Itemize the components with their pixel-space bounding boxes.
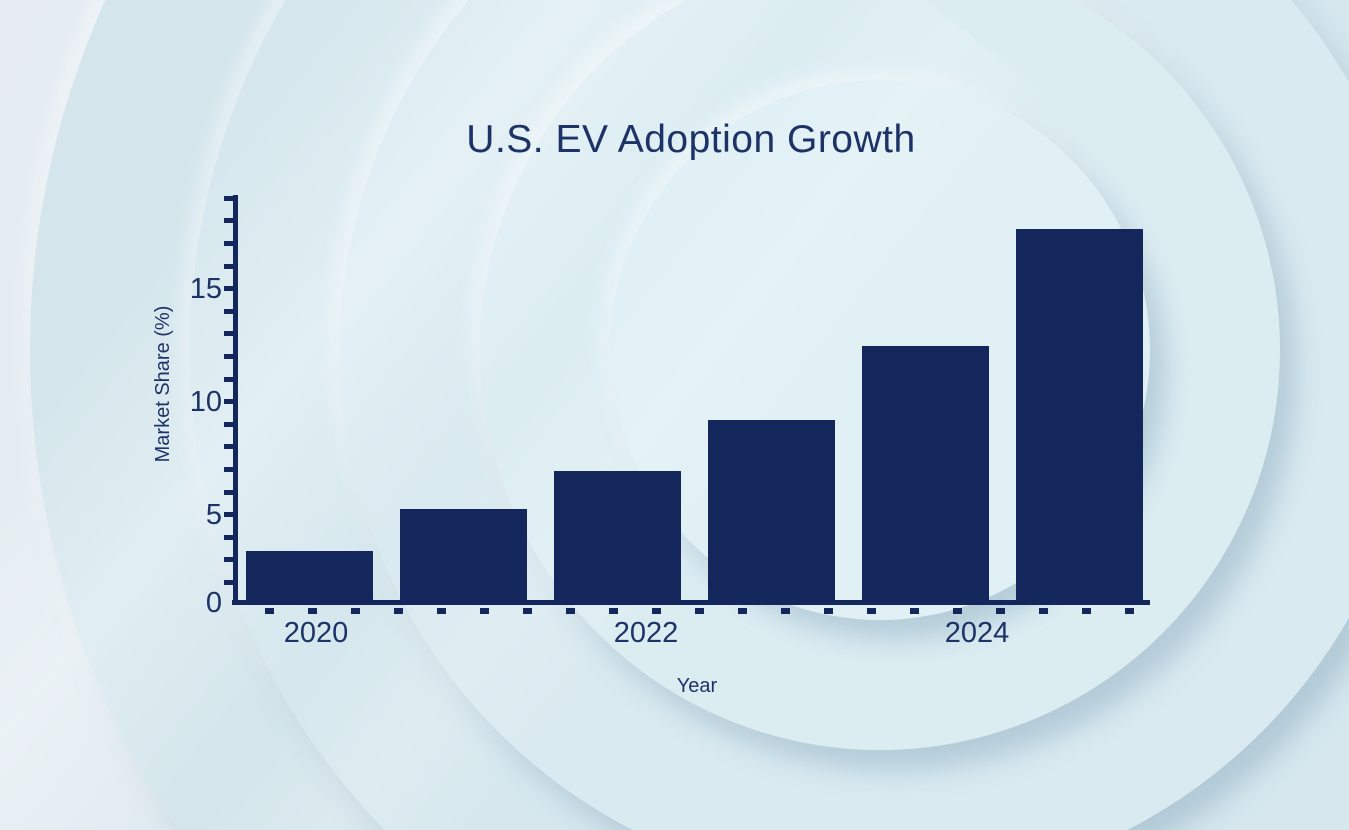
y-minor-tick: [224, 195, 233, 201]
y-tick-label-10: 10: [189, 385, 222, 418]
x-minor-tick: [952, 608, 962, 614]
x-minor-tick: [995, 608, 1005, 614]
y-tick-label-0: 0: [205, 587, 222, 619]
y-minor-tick: [224, 557, 233, 563]
bar-2021: [400, 509, 527, 600]
y-minor-tick: [224, 466, 233, 472]
y-minor-tick: [224, 399, 233, 405]
y-minor-tick: [224, 263, 233, 269]
x-axis-line: [232, 600, 1150, 605]
x-minor-tick: [1081, 608, 1091, 614]
x-tick-label-2024: 2024: [944, 617, 1010, 649]
y-minor-tick: [224, 353, 233, 359]
x-axis-title: Year: [676, 675, 718, 697]
x-minor-tick: [350, 608, 360, 614]
x-minor-tick: [1038, 608, 1048, 614]
y-tick-label-5: 5: [205, 498, 222, 531]
y-minor-tick: [224, 512, 233, 518]
bar-2025: [1016, 229, 1143, 600]
x-minor-tick: [694, 608, 704, 614]
y-minor-tick: [224, 308, 233, 314]
x-minor-tick: [307, 608, 317, 614]
chart-title: U.S. EV Adoption Growth: [466, 118, 916, 161]
x-tick-label-2020: 2020: [283, 617, 349, 649]
y-axis-line: [233, 195, 238, 605]
bar-2024: [862, 346, 989, 600]
y-minor-tick: [224, 579, 233, 585]
x-minor-tick: [866, 608, 876, 614]
x-minor-tick: [393, 608, 403, 614]
x-minor-tick: [823, 608, 833, 614]
y-tick-label-15: 15: [189, 272, 222, 305]
y-minor-tick: [224, 331, 233, 337]
bar-2023: [708, 420, 835, 600]
y-minor-tick: [224, 376, 233, 382]
x-minor-tick: [565, 608, 575, 614]
bar-2020: [246, 551, 373, 600]
x-minor-tick: [780, 608, 790, 614]
y-minor-tick: [224, 489, 233, 495]
x-minor-tick: [479, 608, 489, 614]
bar-2022: [554, 471, 681, 600]
x-minor-tick: [737, 608, 747, 614]
x-tick-label-2022: 2022: [613, 617, 679, 649]
y-minor-tick: [224, 240, 233, 246]
x-minor-tick: [1124, 608, 1134, 614]
x-minor-tick: [608, 608, 618, 614]
x-minor-tick: [522, 608, 532, 614]
y-minor-tick: [224, 218, 233, 224]
x-minor-tick: [436, 608, 446, 614]
y-minor-tick: [224, 286, 233, 292]
x-minor-tick: [651, 608, 661, 614]
x-minor-tick: [264, 608, 274, 614]
y-minor-tick: [224, 534, 233, 540]
y-minor-tick: [224, 444, 233, 450]
y-minor-tick: [224, 421, 233, 427]
x-minor-tick: [909, 608, 919, 614]
